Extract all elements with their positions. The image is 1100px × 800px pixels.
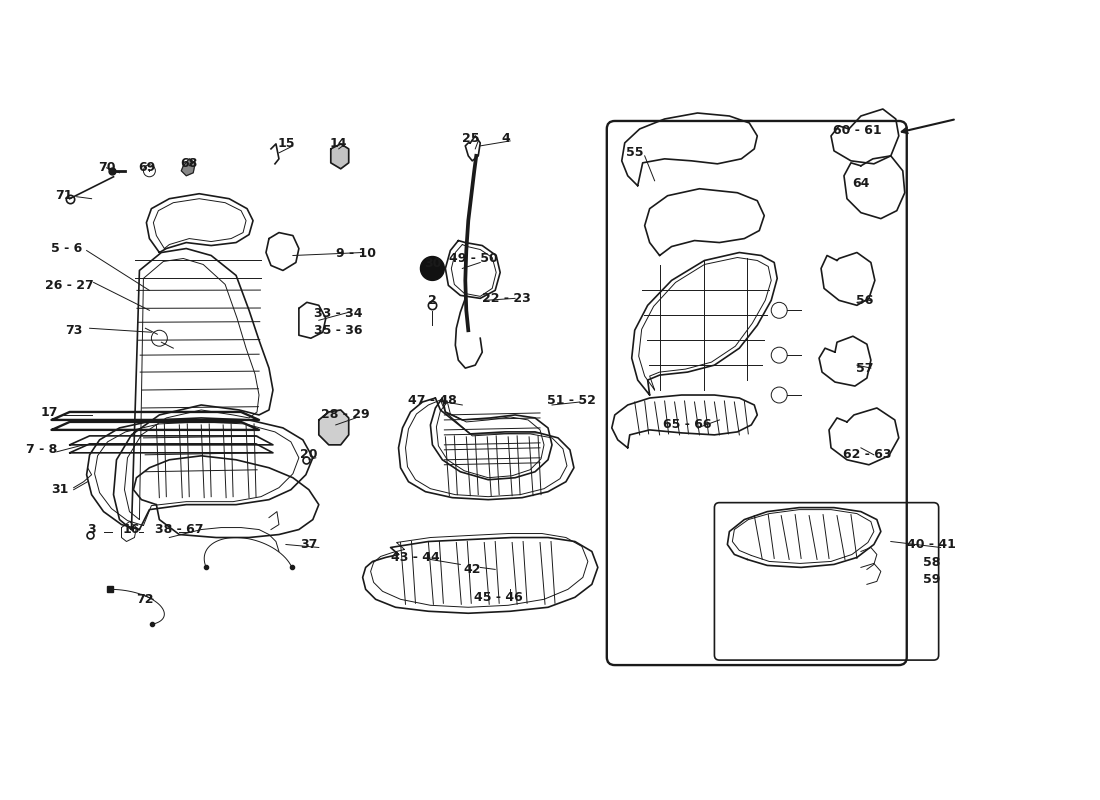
Text: 4: 4 [502,133,510,146]
Text: 73: 73 [65,324,82,337]
Text: 17: 17 [41,406,58,419]
Text: 51 - 52: 51 - 52 [548,394,596,406]
Text: 9 - 10: 9 - 10 [336,247,376,260]
Text: 7 - 8: 7 - 8 [26,443,57,456]
Text: 64: 64 [852,178,870,190]
Polygon shape [182,159,195,176]
Text: 56: 56 [856,294,873,307]
Text: 20: 20 [300,448,318,462]
Text: 72: 72 [135,593,153,606]
Text: 55: 55 [626,146,644,159]
Text: 37: 37 [300,538,318,551]
Text: 65 - 66: 65 - 66 [663,418,712,431]
Text: 57: 57 [856,362,873,374]
Text: 49 - 50: 49 - 50 [449,252,497,265]
Text: 69: 69 [138,162,155,174]
Text: 3: 3 [87,523,96,536]
Text: 28 - 29: 28 - 29 [321,409,370,422]
Text: 47 - 48: 47 - 48 [408,394,456,406]
Text: 62 - 63: 62 - 63 [843,448,891,462]
Polygon shape [319,410,349,445]
Text: 40 - 41: 40 - 41 [908,538,956,551]
Text: 45 - 46: 45 - 46 [474,591,522,604]
Text: 68: 68 [180,158,198,170]
Text: 14: 14 [330,138,348,150]
Circle shape [420,257,444,281]
Text: 30: 30 [424,257,441,270]
Text: 38 - 67: 38 - 67 [155,523,204,536]
Text: 25: 25 [462,133,478,146]
Text: 70: 70 [98,162,116,174]
Text: 35 - 36: 35 - 36 [315,324,363,337]
Text: 60 - 61: 60 - 61 [833,125,881,138]
Text: 26 - 27: 26 - 27 [45,279,94,292]
Text: 2: 2 [428,294,437,307]
Text: 59: 59 [923,573,940,586]
Text: 71: 71 [55,190,73,202]
Text: 16: 16 [123,523,140,536]
Text: 15: 15 [277,138,295,150]
Text: 5 - 6: 5 - 6 [51,242,82,255]
Text: 43 - 44: 43 - 44 [392,551,440,564]
Polygon shape [331,144,349,169]
Text: 58: 58 [923,556,940,569]
Text: 42: 42 [463,563,481,576]
Text: 22 - 23: 22 - 23 [482,292,530,305]
Text: 31: 31 [51,483,68,496]
Text: 33 - 34: 33 - 34 [315,307,363,320]
